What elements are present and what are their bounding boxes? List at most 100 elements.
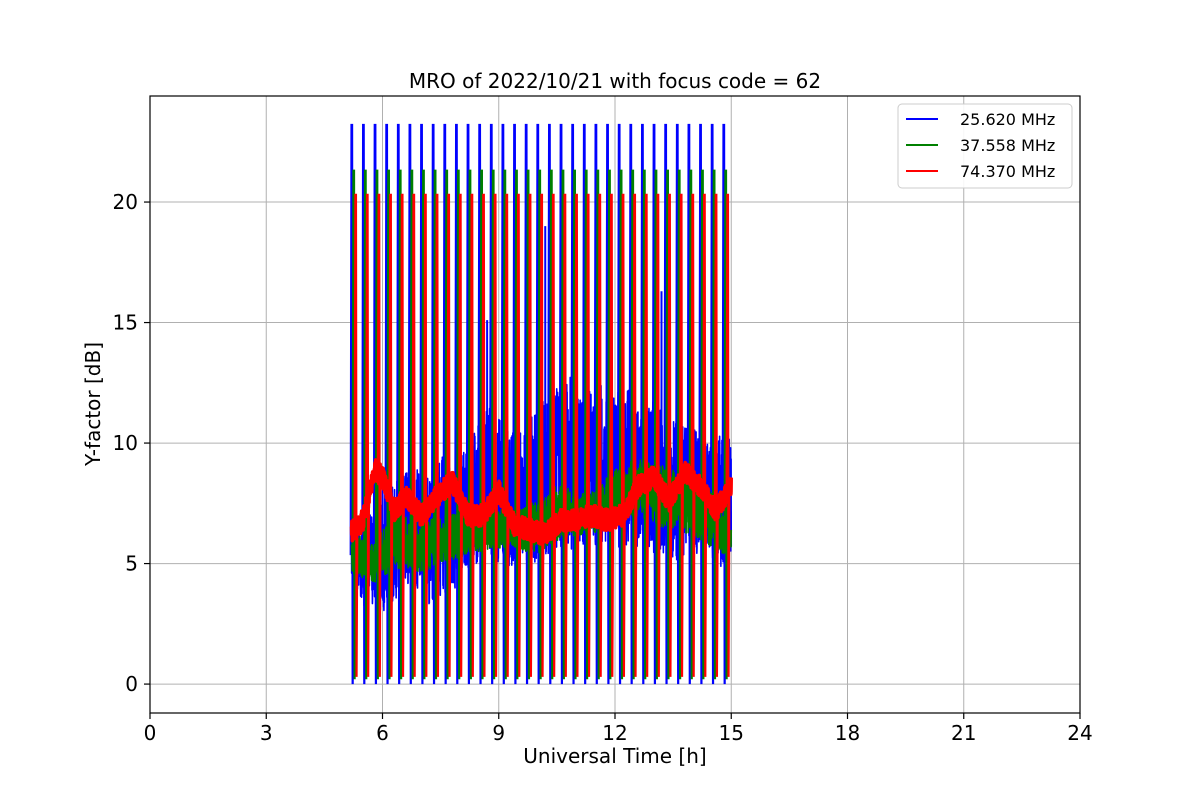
pulse-mark xyxy=(663,123,669,685)
legend-entry: 37.558 MHz xyxy=(960,136,1055,155)
x-tick-label: 3 xyxy=(260,721,273,745)
x-tick-label: 21 xyxy=(951,721,976,745)
pulse-mark xyxy=(512,123,518,685)
pulse-mark xyxy=(584,169,589,680)
pulse-mark xyxy=(551,193,557,677)
pulse-mark xyxy=(609,193,615,677)
pulse-mark xyxy=(434,193,440,677)
pulse-mark xyxy=(642,169,648,680)
pulse-mark xyxy=(593,123,599,685)
pulse-mark xyxy=(595,169,601,680)
pulse-mark xyxy=(454,123,460,685)
pulse-mark xyxy=(549,169,555,680)
pulse-mark xyxy=(675,123,681,685)
series-group xyxy=(349,123,733,685)
legend-entry: 74.370 MHz xyxy=(960,162,1055,181)
pulse-mark xyxy=(386,169,392,680)
pulse-mark xyxy=(467,169,473,680)
pulse-mark xyxy=(500,123,506,685)
legend: 25.620 MHz 37.558 MHz 74.370 MHz xyxy=(897,103,1073,189)
pulse-mark xyxy=(667,193,673,677)
pulse-mark xyxy=(479,169,485,680)
pulse-mark xyxy=(607,169,613,680)
pulse-mark xyxy=(620,193,626,677)
pulse-mark xyxy=(388,193,394,677)
pulse-mark xyxy=(446,193,452,677)
pulse-mark xyxy=(376,193,382,677)
pulse-mark xyxy=(582,123,588,685)
pulse-mark xyxy=(655,193,661,677)
pulse-mark xyxy=(698,123,704,685)
pulse-mark xyxy=(644,193,650,677)
pulse-mark xyxy=(514,169,520,680)
chart-title: MRO of 2022/10/21 with focus code = 62 xyxy=(409,69,821,93)
pulse-mark xyxy=(504,193,510,677)
y-tick-label: 15 xyxy=(113,311,138,335)
y-tick-label: 5 xyxy=(125,552,138,576)
x-tick-label: 6 xyxy=(376,721,389,745)
pulse-mark xyxy=(349,123,355,685)
pulse-mark xyxy=(400,193,405,677)
pulse-mark xyxy=(677,169,682,680)
pulse-mark xyxy=(640,123,646,685)
pulse-mark xyxy=(516,193,522,677)
pulse-mark xyxy=(713,193,719,677)
legend-entry: 25.620 MHz xyxy=(960,110,1055,129)
pulse-mark xyxy=(411,193,417,677)
pulse-mark xyxy=(562,193,568,677)
series-2 xyxy=(350,169,733,680)
pulse-mark xyxy=(617,123,622,685)
pulse-mark xyxy=(539,193,545,677)
pulse-mark xyxy=(409,169,415,680)
pulse-mark xyxy=(363,169,369,680)
pulse-mark xyxy=(711,169,717,680)
y-axis-label: Y-factor [dB] xyxy=(81,342,105,467)
pulse-mark xyxy=(423,193,429,677)
pulse-mark xyxy=(489,123,495,685)
pulse-mark xyxy=(396,123,402,685)
plot-area xyxy=(349,123,733,685)
series-1 xyxy=(349,123,733,685)
pulse-mark xyxy=(527,193,533,677)
pulse-mark xyxy=(574,193,580,677)
pulse-mark xyxy=(537,169,543,680)
x-axis-label: Universal Time [h] xyxy=(523,744,706,768)
pulse-mark xyxy=(597,193,603,677)
pulse-mark xyxy=(651,123,657,685)
pulse-mark xyxy=(710,123,715,685)
pulse-mark xyxy=(586,193,591,677)
pulse-mark xyxy=(560,169,566,680)
legend-box xyxy=(897,103,1073,189)
pulse-mark xyxy=(374,169,380,680)
pulse-mark xyxy=(702,193,708,677)
pulse-mark xyxy=(723,169,729,680)
pulse-mark xyxy=(444,169,450,680)
pulse-mark xyxy=(353,193,359,677)
pulse-mark xyxy=(688,169,694,680)
pulse-mark xyxy=(525,169,531,680)
series-3 xyxy=(349,193,733,677)
pulse-mark xyxy=(690,193,696,677)
x-tick-label: 0 xyxy=(144,721,157,745)
x-tick-label: 15 xyxy=(719,721,744,745)
pulse-mark xyxy=(456,169,462,680)
pulse-mark xyxy=(493,193,498,677)
pulse-mark xyxy=(432,169,438,680)
pulse-mark xyxy=(442,123,448,685)
pulse-mark xyxy=(431,123,436,685)
pulse-mark xyxy=(361,123,367,685)
y-tick-label: 10 xyxy=(113,431,138,455)
pulse-mark xyxy=(421,169,427,680)
y-tick-label: 0 xyxy=(125,672,138,696)
pulse-mark xyxy=(725,193,731,677)
pulse-mark xyxy=(481,193,487,677)
pulse-mark xyxy=(605,123,611,685)
x-tick-label: 24 xyxy=(1067,721,1092,745)
pulse-mark xyxy=(653,169,659,680)
pulse-mark xyxy=(547,123,553,685)
pulse-mark xyxy=(365,193,371,677)
pulse-mark xyxy=(351,169,357,680)
pulse-mark xyxy=(458,193,464,677)
